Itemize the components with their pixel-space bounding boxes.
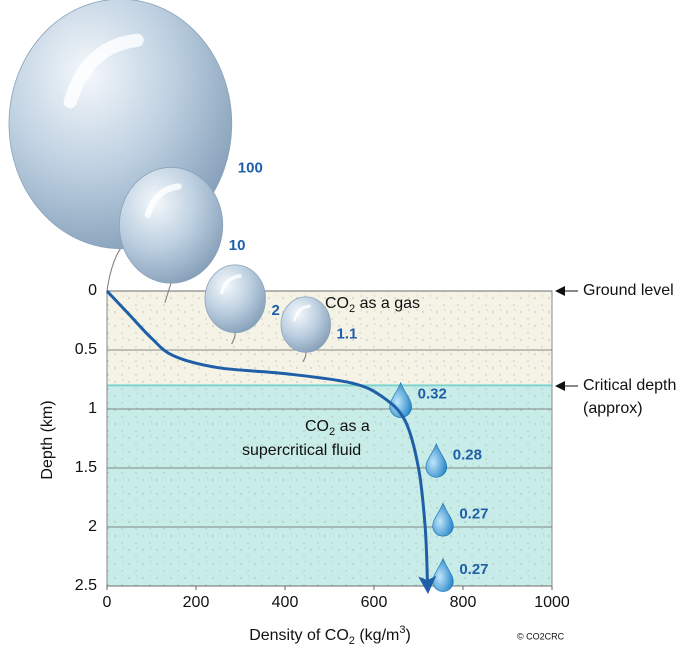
balloon-shine	[144, 183, 182, 219]
plot-background	[106, 290, 553, 587]
balloon-string	[231, 332, 236, 345]
balloon-shine	[63, 33, 144, 109]
y-tick-label: 1.5	[75, 459, 97, 476]
gas-label-sub: 2	[349, 303, 355, 315]
gas-label-part: CO	[325, 295, 349, 312]
credit: © CO2CRC	[517, 631, 565, 641]
fluid-label: CO2 as a	[305, 418, 370, 438]
fluid-label: supercritical fluid	[242, 442, 361, 459]
x-axis-label-part: Density of CO	[249, 627, 349, 644]
x-axis-label-part: )	[405, 627, 410, 644]
volume-label: 1.1	[337, 326, 358, 343]
volume-label: 2	[271, 302, 279, 319]
balloon-string	[164, 282, 172, 303]
gas-label: CO2 as a gas	[325, 295, 420, 315]
critical-label: Critical depth	[583, 377, 676, 394]
fluid-label-sub: 2	[329, 426, 335, 438]
x-axis-label: Density of CO2 (kg/m3)	[249, 624, 411, 647]
x-tick-label: 1000	[534, 594, 570, 611]
volume-label: 100	[238, 159, 263, 176]
x-tick-label: 0	[103, 594, 112, 611]
critical-label: (approx)	[583, 400, 643, 417]
y-tick-label: 2	[88, 518, 97, 535]
grid: 0 0.5 1 1.5 2 2.5 0 200 400 600 800 1000	[75, 282, 570, 611]
balloon-shine	[219, 274, 242, 295]
balloon	[280, 296, 331, 353]
volume-label: 10	[229, 237, 246, 254]
y-axis-label: Depth (km)	[39, 400, 56, 479]
fluid-label-part: CO	[305, 418, 329, 435]
x-tick-label: 200	[183, 594, 210, 611]
x-axis-label-sup: 3	[399, 624, 405, 636]
volume-label: 0.27	[459, 505, 488, 522]
density-curve	[105, 289, 437, 595]
y-tick-label: 0.5	[75, 341, 97, 358]
balloon-shine	[293, 304, 311, 322]
droplet	[425, 442, 448, 478]
texture	[107, 291, 552, 586]
fluid-label-part: as a	[335, 418, 370, 435]
balloon	[204, 264, 266, 334]
volume-label: 0.27	[459, 561, 488, 578]
balloon-string	[302, 352, 307, 363]
x-tick-label: 400	[272, 594, 299, 611]
volume-label: 0.32	[418, 386, 447, 403]
x-axis-label-sub: 2	[349, 635, 355, 647]
x-tick-label: 600	[361, 594, 388, 611]
balloon-string	[106, 248, 121, 292]
ground-label: Ground level	[583, 282, 674, 299]
balloon	[118, 166, 224, 284]
gas-label-part: as a gas	[355, 295, 420, 312]
y-tick-label: 2.5	[75, 577, 97, 594]
x-axis-label-part: (kg/m	[355, 627, 399, 644]
x-tick-label: 800	[450, 594, 477, 611]
volume-label: 0.28	[453, 446, 482, 463]
y-tick-label: 0	[88, 282, 97, 299]
y-tick-label: 1	[88, 400, 97, 417]
droplet	[432, 557, 454, 592]
droplet	[432, 502, 454, 537]
